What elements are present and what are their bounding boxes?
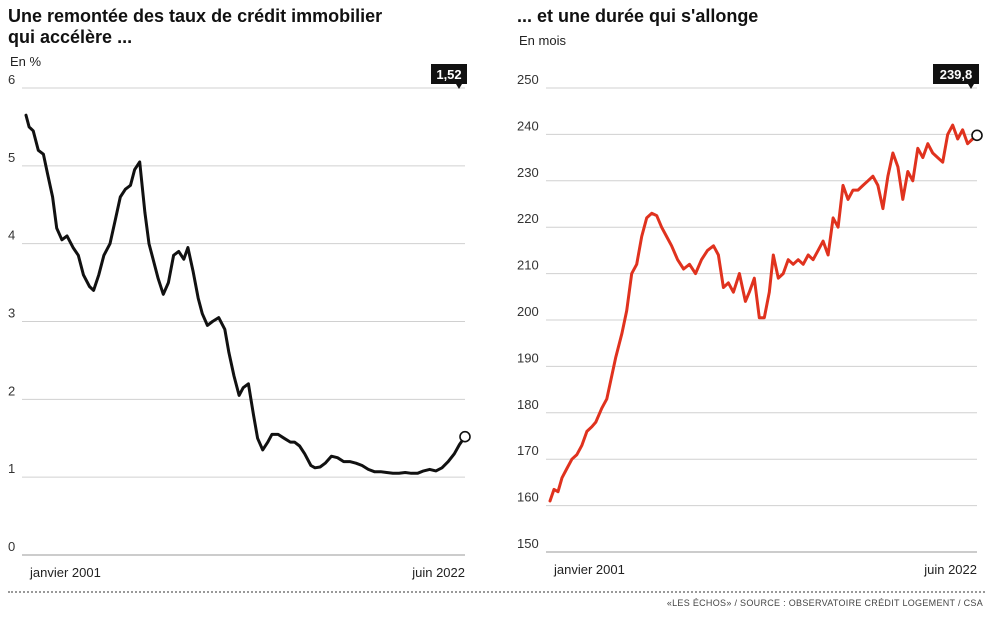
left-end-value-pointer: [456, 84, 462, 89]
right-chart-title: ... et une durée qui s'allonge: [517, 6, 758, 27]
left-chart-title-line-2: qui accélère ...: [8, 27, 133, 47]
left-end-value-box: [431, 64, 467, 84]
right-x-end-label: juin 2022: [923, 562, 977, 577]
left-y-tick-label: 3: [8, 306, 15, 321]
left-y-tick-label: 2: [8, 383, 15, 398]
right-y-tick-label: 150: [517, 536, 539, 551]
right-y-tick-label: 230: [517, 165, 539, 180]
left-line-chart: 0 1 2 3 4 5 6 janvier 2001 juin 2022 1,52: [8, 64, 471, 580]
left-end-point-marker: [459, 430, 471, 443]
right-end-value-box: [933, 64, 979, 84]
left-chart-panel: Une remontée des taux de crédit immobili…: [0, 0, 490, 590]
right-end-value-label: 239,8: [940, 67, 973, 82]
right-y-tick-label: 180: [517, 397, 539, 412]
right-y-tick-label: 160: [517, 490, 539, 505]
source-credit: «LES ÉCHOS» / SOURCE : OBSERVATOIRE CRÉD…: [666, 598, 983, 608]
left-chart-unit-label: En %: [10, 54, 42, 69]
right-line-chart: 150 160 170 180 190 200 210 220 230 240 250 janvier…: [517, 64, 983, 577]
left-chart-title-line-1: Une remontée des taux de crédit immobili…: [8, 6, 383, 26]
left-y-tick-label: 1: [8, 461, 15, 476]
right-chart-panel: ... et une durée qui s'allonge En mois 1…: [505, 0, 993, 590]
left-y-tick-label: 4: [8, 228, 15, 243]
right-y-tick-label: 210: [517, 258, 539, 273]
left-x-start-label: janvier 2001: [29, 565, 101, 580]
left-series-line: [24, 113, 467, 475]
right-chart-unit-label: En mois: [519, 33, 566, 48]
right-end-point-marker: [971, 129, 983, 142]
right-series-line: [548, 123, 979, 503]
right-end-value-pointer: [968, 84, 974, 89]
right-y-tick-label: 250: [517, 72, 539, 87]
right-y-tick-label: 170: [517, 443, 539, 458]
left-y-tick-label: 6: [8, 72, 15, 87]
right-y-tick-label: 220: [517, 211, 539, 226]
right-y-tick-label: 240: [517, 118, 539, 133]
left-x-end-label: juin 2022: [411, 565, 465, 580]
source-divider: [8, 591, 985, 593]
left-chart-title: Une remontée des taux de crédit immobili…: [8, 6, 382, 48]
left-y-tick-label: 0: [8, 539, 15, 554]
right-y-tick-label: 200: [517, 304, 539, 319]
left-end-value-label: 1,52: [436, 67, 461, 82]
left-y-tick-label: 5: [8, 150, 15, 165]
right-x-start-label: janvier 2001: [553, 562, 625, 577]
right-y-tick-label: 190: [517, 350, 539, 365]
right-chart-title-line-1: ... et une durée qui s'allonge: [517, 6, 759, 26]
